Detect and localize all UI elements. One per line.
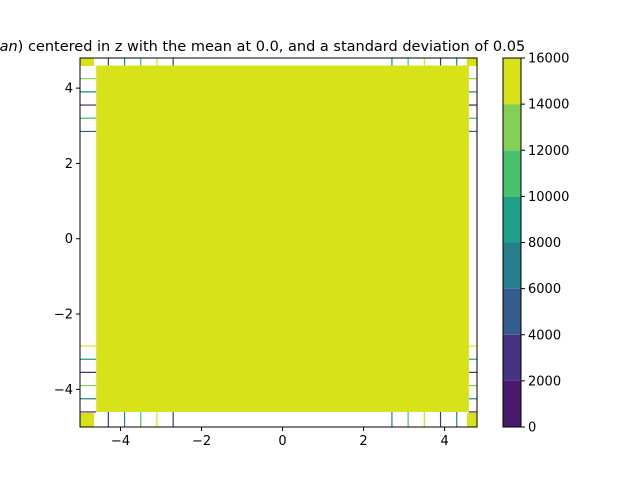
y-tick-label: −4 [54, 383, 73, 398]
contour-region-top-level [96, 65, 469, 412]
colorbar-band [503, 288, 521, 335]
axes-frame [79, 57, 478, 428]
contour-fringes [80, 58, 477, 427]
plot-area: −4 −2 0 2 4 −4 −2 0 2 4 [54, 57, 478, 449]
x-tick-label: 4 [440, 434, 448, 449]
colorbar-tick-label: 16000 [528, 52, 569, 67]
colorbar-tick-label: 6000 [528, 282, 561, 297]
x-tick-label: 2 [359, 434, 367, 449]
colorbar-tick-label: 8000 [528, 236, 561, 251]
corner-fill-br [467, 413, 477, 427]
chart-title-text: ) centered in z with the mean at 0.0, an… [18, 39, 526, 55]
colorbar-band [503, 58, 521, 105]
colorbar-tick-label: 4000 [528, 328, 561, 343]
colorbar-tick-label: 0 [528, 421, 536, 436]
x-tick-label: −2 [192, 434, 211, 449]
x-tick-label: 0 [278, 434, 286, 449]
chart-title-italic: sian [0, 39, 18, 55]
colorbar-band [503, 104, 521, 151]
colorbar-band [503, 242, 521, 289]
y-tick-label: 0 [65, 232, 73, 247]
corner-fill-tr [467, 58, 477, 66]
colorbar-band [503, 380, 521, 427]
y-tick-label: −2 [54, 308, 73, 323]
colorbar: 0 2000 4000 6000 8000 10000 12000 14000 16000 [502, 52, 569, 436]
colorbar-band [503, 196, 521, 243]
x-tick-label: −4 [111, 434, 130, 449]
colorbar-tick-label: 2000 [528, 374, 561, 389]
y-tick-label: 2 [65, 157, 73, 172]
colorbar-tick-label: 10000 [528, 190, 569, 205]
y-tick-label: 4 [65, 82, 73, 97]
corner-fill-bl [80, 413, 94, 427]
colorbar-tick-label: 12000 [528, 144, 569, 159]
corner-fill-tl [80, 58, 94, 66]
colorbar-tick-label: 14000 [528, 98, 569, 113]
colorbar-band [503, 334, 521, 381]
colorbar-band [503, 150, 521, 197]
chart-title: sian) centered in z with the mean at 0.0… [0, 39, 525, 55]
